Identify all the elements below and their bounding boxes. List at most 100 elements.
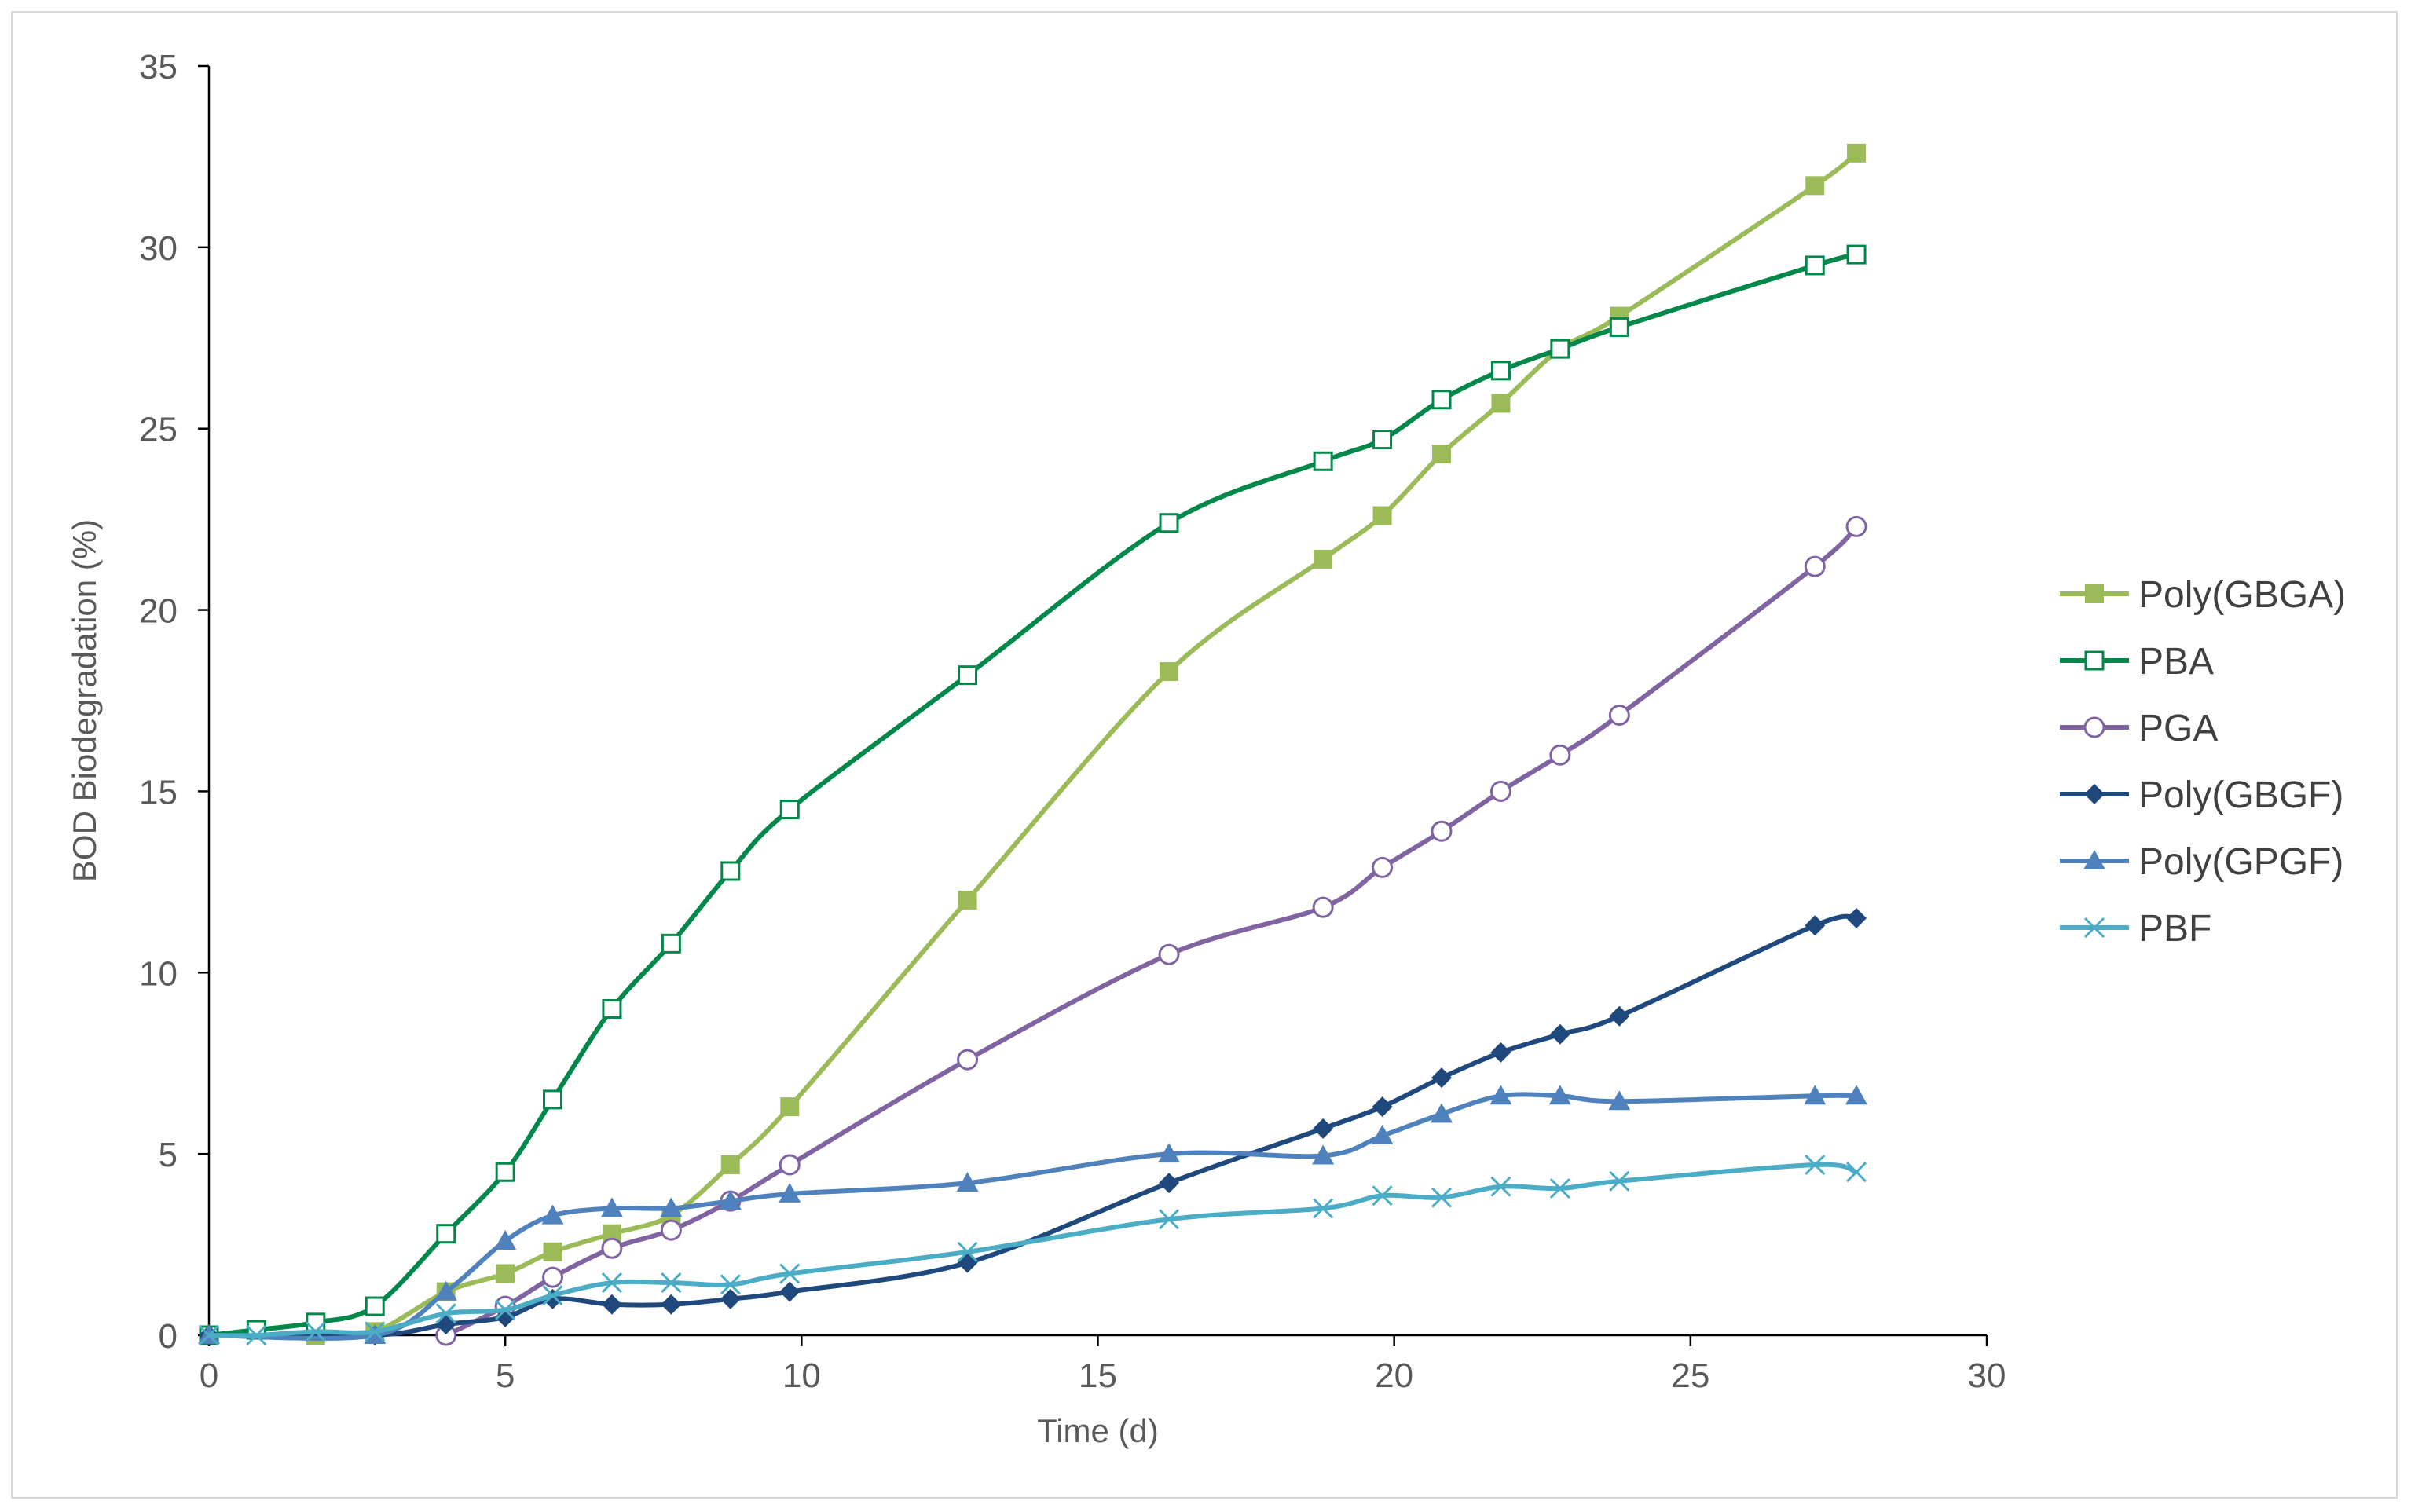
- data-point: [780, 1097, 800, 1117]
- data-point: [720, 1155, 740, 1174]
- series-pga: [435, 515, 1867, 1346]
- data-point: [436, 1224, 456, 1244]
- data-point: [246, 1324, 267, 1346]
- legend-label: Poly(GBGF): [2138, 774, 2343, 816]
- x-tick-label: 20: [1375, 1356, 1413, 1395]
- data-point: [1490, 1042, 1511, 1063]
- y-tick-label: 25: [139, 411, 178, 449]
- marker-stroke: [1313, 1198, 1334, 1219]
- data-point: [198, 1324, 220, 1346]
- data-point: [1548, 1085, 1571, 1105]
- data-point: [1372, 856, 1394, 878]
- x-tick-label: 10: [782, 1356, 821, 1395]
- data-point: [1313, 451, 1333, 471]
- data-point: [1846, 908, 1867, 929]
- data-point: [1158, 1209, 1180, 1230]
- data-point: [1846, 244, 1867, 265]
- marker-stroke: [305, 1321, 326, 1342]
- y-tick-label: 20: [139, 592, 178, 631]
- marker-stroke: [1549, 1177, 1570, 1199]
- data-point: [779, 800, 800, 820]
- data-point: [779, 1263, 801, 1284]
- data-point: [660, 1219, 682, 1241]
- y-tick-label: 10: [139, 954, 178, 993]
- data-point: [957, 1049, 979, 1071]
- data-point: [1845, 515, 1867, 537]
- data-point: [1608, 704, 1630, 726]
- legend-item: PBF: [2060, 908, 2211, 950]
- data-point: [543, 1089, 563, 1110]
- data-point: [1313, 1198, 1334, 1219]
- series-line: [207, 1092, 1860, 1341]
- marker-stroke: [246, 1324, 267, 1346]
- data-point: [1549, 1023, 1570, 1045]
- y-tick-label: 15: [139, 773, 178, 811]
- data-point: [1805, 255, 1825, 276]
- data-point: [1312, 896, 1334, 918]
- legend-label: PBA: [2138, 641, 2214, 683]
- data-point: [1489, 1085, 1512, 1105]
- data-point: [957, 1241, 978, 1262]
- data-point: [1432, 445, 1452, 464]
- data-point: [1608, 1090, 1631, 1111]
- data-point: [1431, 820, 1453, 842]
- x-axis-title: Time (d): [1037, 1412, 1159, 1449]
- x-tick-label: 0: [200, 1356, 218, 1395]
- legend-item: PGA: [2060, 708, 2218, 749]
- marker-stroke: [1158, 1209, 1180, 1230]
- data-point: [660, 1197, 683, 1217]
- legend-marker: [2085, 584, 2104, 603]
- data-point: [1372, 430, 1393, 450]
- data-point: [1805, 1154, 1826, 1176]
- series-line: [207, 913, 1860, 1338]
- data-point: [1160, 662, 1179, 682]
- y-tick-label: 35: [139, 48, 178, 86]
- data-point: [306, 1312, 326, 1333]
- legend-label: PBF: [2138, 908, 2211, 950]
- legend-label: PGA: [2138, 708, 2218, 749]
- data-point: [542, 1285, 563, 1306]
- data-point: [1431, 1103, 1453, 1123]
- data-point: [1491, 394, 1511, 413]
- data-point: [1609, 1005, 1630, 1027]
- chart-frame: [11, 11, 2398, 1499]
- y-tick-label: 30: [139, 229, 178, 268]
- data-point: [1431, 1067, 1453, 1089]
- marker-stroke: [435, 1303, 456, 1324]
- data-point: [661, 933, 681, 954]
- data-point: [957, 1252, 978, 1273]
- data-point: [719, 1190, 742, 1210]
- series-layer: [198, 143, 1868, 1346]
- data-point: [496, 1264, 515, 1283]
- y-tick-label: 0: [159, 1317, 178, 1356]
- series-pbf: [198, 1154, 1867, 1346]
- x-tick-label: 15: [1079, 1356, 1117, 1395]
- data-point: [1431, 1187, 1453, 1208]
- data-point: [779, 1182, 801, 1203]
- legend-marker: [2083, 850, 2105, 869]
- marker-stroke: [1609, 1170, 1630, 1192]
- data-point: [365, 1296, 385, 1316]
- data-point: [1804, 1085, 1827, 1105]
- marker-stroke: [495, 1299, 516, 1320]
- data-point: [1490, 361, 1511, 381]
- data-point: [494, 1229, 517, 1250]
- legend-marker: [2084, 784, 2105, 804]
- marker-stroke: [542, 1285, 563, 1306]
- data-point: [779, 1154, 801, 1176]
- data-point: [779, 1281, 801, 1302]
- legend-item: Poly(GBGA): [2060, 574, 2346, 616]
- data-point: [1490, 1176, 1511, 1197]
- data-point: [495, 1299, 516, 1320]
- data-point: [435, 1303, 456, 1324]
- data-point: [1159, 1173, 1180, 1194]
- marker-stroke: [779, 1263, 801, 1284]
- data-point: [661, 1294, 682, 1315]
- data-point: [1313, 1118, 1334, 1139]
- marker-stroke: [601, 1272, 623, 1294]
- legend-item: Poly(GBGF): [2060, 774, 2343, 816]
- data-point: [1312, 1144, 1335, 1165]
- data-point: [1371, 1125, 1394, 1145]
- data-point: [1845, 1162, 1867, 1183]
